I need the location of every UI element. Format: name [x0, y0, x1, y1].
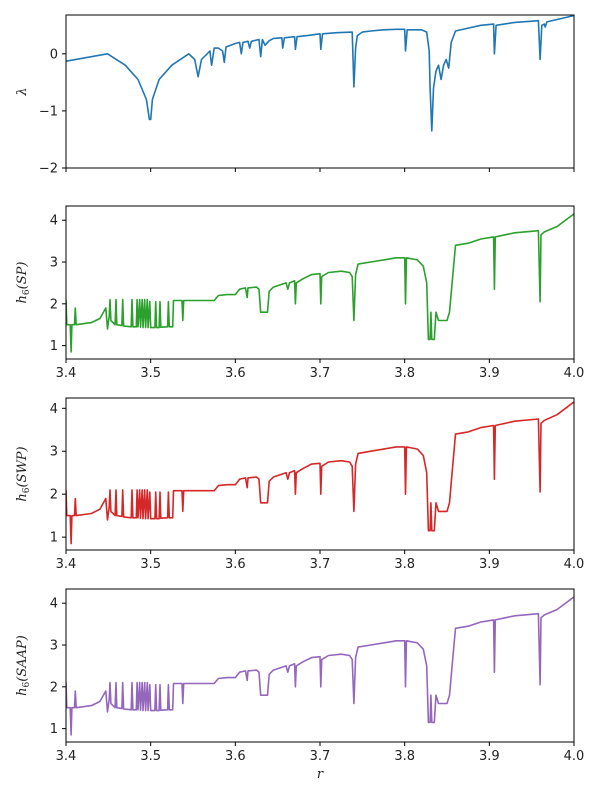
x-tick-label: 4.0 — [564, 749, 585, 764]
x-tick-label: 3.6 — [225, 749, 246, 764]
x-tick-label: 3.8 — [394, 749, 415, 764]
x-tick-label: 3.5 — [140, 366, 161, 381]
x-tick-label: 3.4 — [56, 366, 77, 381]
x-tick-label: 3.9 — [479, 749, 500, 764]
y-tick-label: 3 — [50, 639, 58, 654]
y-tick-label: 4 — [50, 214, 58, 229]
y-tick-label: 3 — [50, 445, 58, 460]
x-tick-label: 3.6 — [225, 557, 246, 572]
y-tick-label: 3 — [50, 256, 58, 271]
x-tick-label: 3.6 — [225, 366, 246, 381]
series-line-saap — [66, 596, 574, 736]
x-tick-label: 3.7 — [310, 749, 331, 764]
y-tick-label: −2 — [39, 162, 58, 177]
y-axis-label: h6(SAAP) — [15, 635, 32, 696]
y-tick-label: 1 — [50, 339, 58, 354]
x-tick-label: 4.0 — [564, 366, 585, 381]
y-tick-label: 1 — [50, 531, 58, 546]
x-axis-label: r — [317, 767, 324, 782]
y-tick-label: 0 — [50, 47, 58, 62]
x-tick-label: 3.7 — [310, 366, 331, 381]
series-line-swp — [66, 401, 574, 545]
y-tick-label: 2 — [50, 488, 58, 503]
x-tick-label: 3.8 — [394, 557, 415, 572]
x-tick-label: 3.4 — [56, 557, 77, 572]
y-tick-label: 4 — [50, 402, 58, 417]
x-tick-label: 3.4 — [56, 749, 77, 764]
x-tick-label: 4.0 — [564, 557, 585, 572]
y-axis-label: h6(SP) — [15, 262, 32, 304]
x-tick-label: 3.8 — [394, 366, 415, 381]
y-tick-label: 1 — [50, 722, 58, 737]
y-tick-label: −1 — [39, 104, 58, 119]
x-tick-label: 3.5 — [140, 557, 161, 572]
y-tick-label: 2 — [50, 680, 58, 695]
y-tick-label: 4 — [50, 597, 58, 612]
x-tick-label: 3.7 — [310, 557, 331, 572]
y-axis-label: h6(SWP) — [15, 446, 32, 501]
x-tick-label: 3.5 — [140, 749, 161, 764]
y-axis-label: λ — [15, 87, 30, 96]
series-line-sp — [66, 213, 574, 353]
x-tick-label: 3.9 — [479, 557, 500, 572]
y-tick-label: 2 — [50, 297, 58, 312]
x-tick-label: 3.9 — [479, 366, 500, 381]
series-line-lambda — [66, 15, 574, 132]
